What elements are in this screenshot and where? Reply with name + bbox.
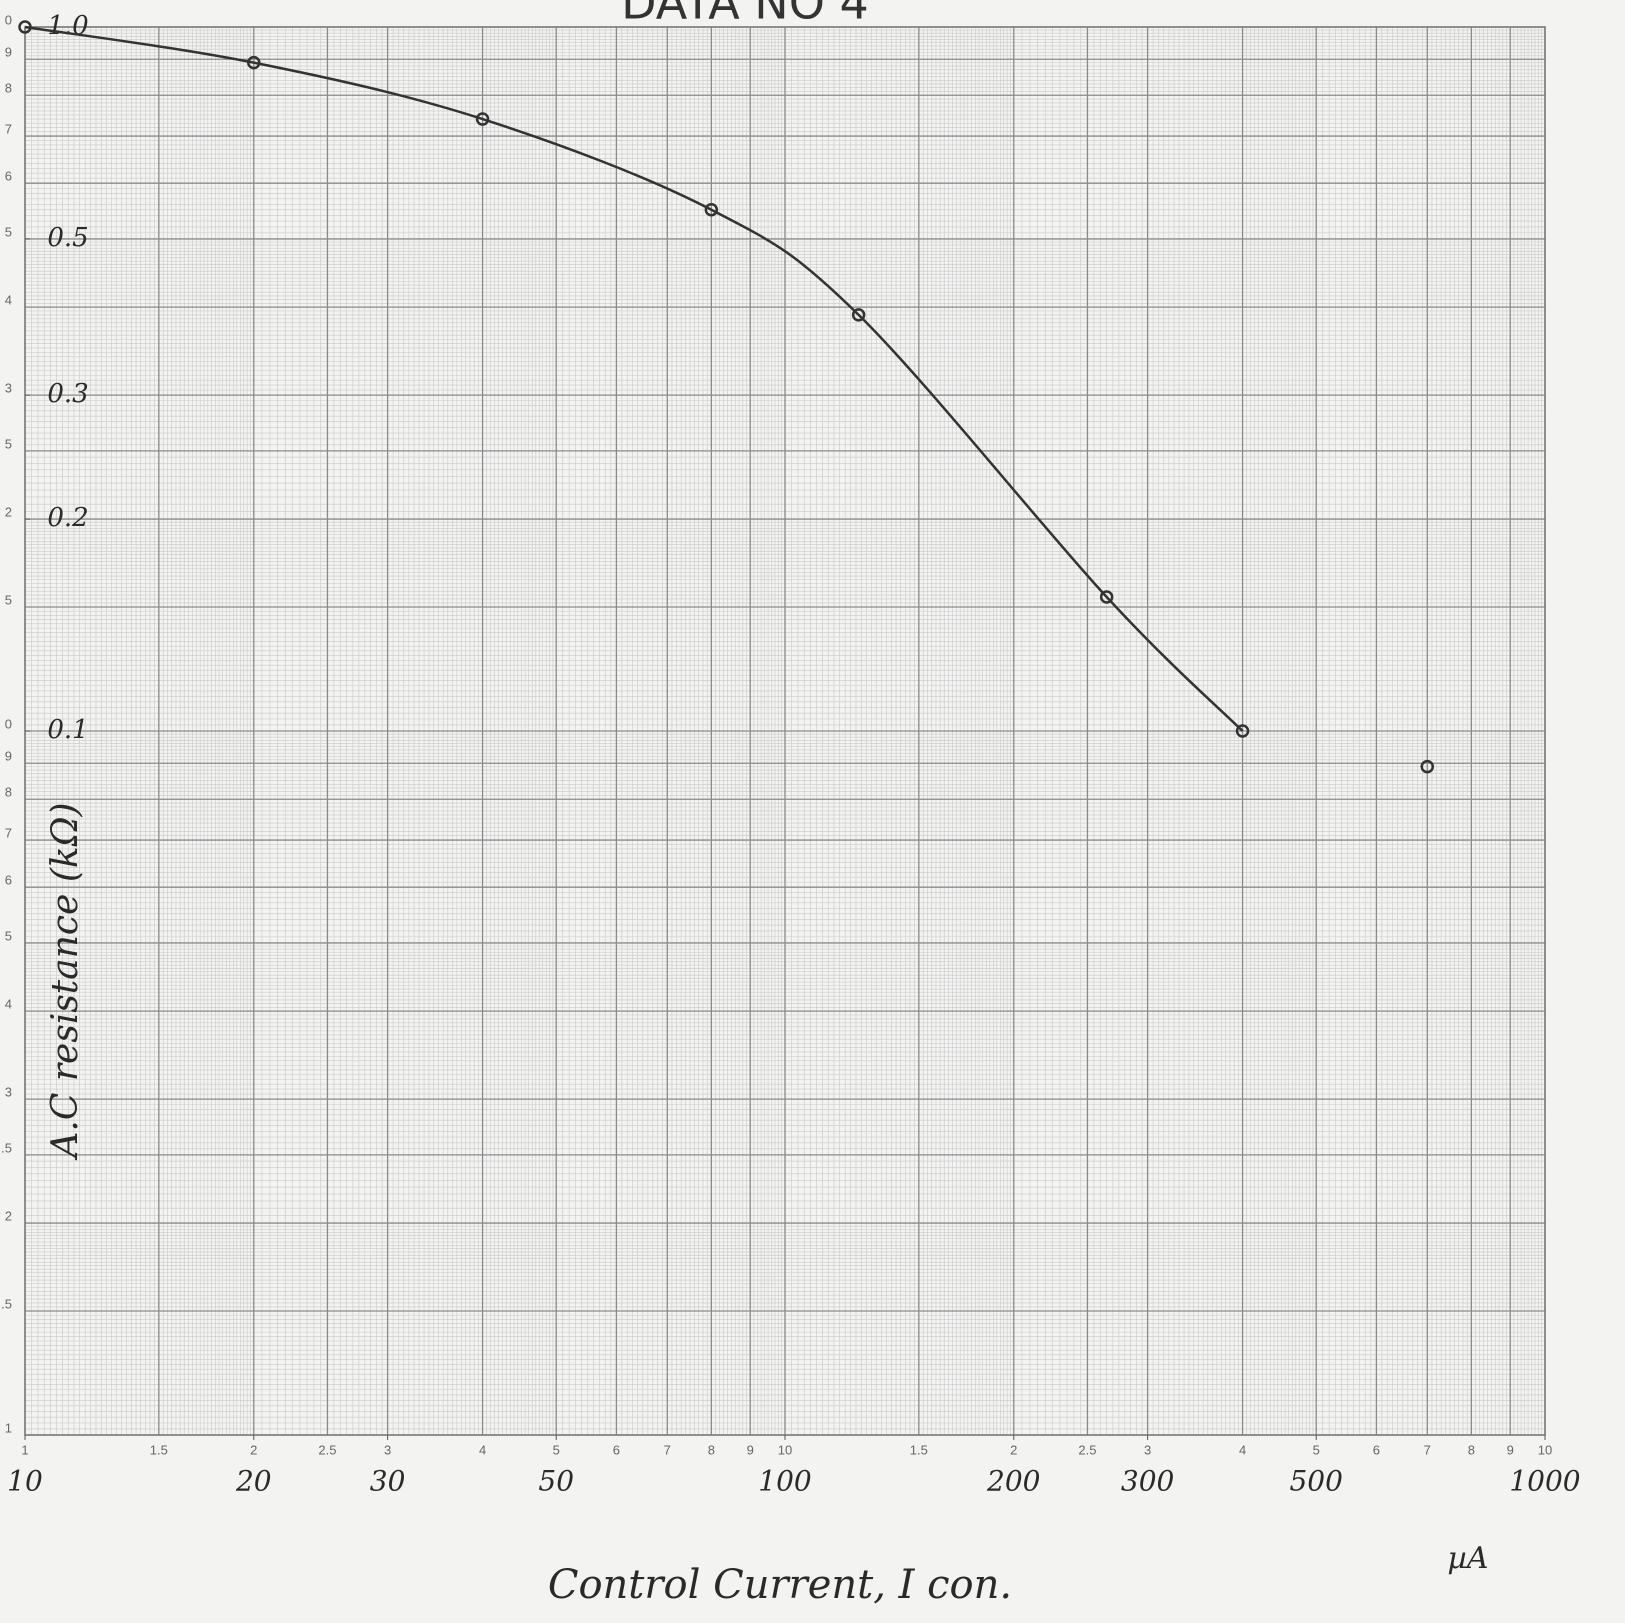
paper-y-label: 2 [5,505,12,520]
x-tick-label: 500 [1289,1465,1342,1498]
x-axis-label: Control Current, I con. [548,1562,1012,1608]
y-tick-label: 0.5 [47,223,88,253]
paper-x-label: 10 [1538,1442,1552,1457]
paper-x-label: 10 [778,1442,792,1457]
paper-y-label: 5 [5,224,12,239]
paper-y-label: .5 [1,1296,12,1311]
paper-y-label: 4 [5,293,12,308]
paper-y-label: 0 [5,12,12,27]
paper-x-label: 6 [1373,1442,1380,1457]
paper-y-label: 9 [5,749,12,764]
paper-x-label: 9 [1507,1442,1514,1457]
paper-y-label: 6 [5,169,12,184]
paper-x-label: 2.5 [1078,1442,1096,1457]
paper-x-label: 2.5 [318,1442,336,1457]
paper-x-label: 4 [479,1442,486,1457]
paper-x-label: 7 [1424,1442,1431,1457]
paper-y-label: 6 [5,873,12,888]
paper-y-label: .5 [1,1140,12,1155]
paper-x-label: 6 [613,1442,620,1457]
paper-y-label: 3 [5,381,12,396]
x-tick-label: 20 [235,1465,272,1498]
x-tick-label: 200 [986,1465,1040,1498]
fit-curve [24,25,1244,732]
y-tick-label: 0.3 [47,379,88,409]
paper-x-label: 5 [1313,1442,1320,1457]
x-tick-label: 50 [538,1465,574,1498]
x-tick-label: 1000 [1509,1465,1580,1498]
data-point [851,308,866,322]
data-point [1099,590,1114,604]
y-tick-label: 0.1 [47,715,88,745]
paper-y-label: 8 [5,785,12,800]
x-tick-label: 30 [370,1465,406,1498]
paper-y-label: 1 [5,1420,12,1435]
paper-x-label: 3 [384,1442,391,1457]
y-tick-label: 1.0 [47,11,88,41]
data-point [1235,724,1250,738]
paper-x-label: 2 [250,1442,257,1457]
paper-x-label: 8 [1468,1442,1475,1457]
paper-y-label: 5 [5,436,12,451]
paper-x-label: 4 [1239,1442,1246,1457]
paper-x-label: 2 [1010,1442,1017,1457]
paper-y-label: 7 [5,121,12,136]
paper-y-label: 5 [5,592,12,607]
x-tick-label: 300 [1121,1465,1174,1498]
paper-y-label: 2 [5,1209,12,1224]
chart-title: DATA NO 4 [621,0,869,30]
x-axis-unit: µA [1447,1541,1488,1576]
x-tick-label: 100 [758,1465,811,1498]
x-tick-label: 10 [7,1465,43,1498]
paper-x-label: 1.5 [150,1442,168,1457]
paper-y-label: 0 [5,716,12,731]
paper-y-label: 7 [5,825,12,840]
paper-x-label: 7 [664,1442,671,1457]
paper-y-label: 5 [5,928,12,943]
paper-x-label: 3 [1144,1442,1151,1457]
paper-x-label: 8 [708,1442,715,1457]
paper-x-label: 1.5 [910,1442,928,1457]
paper-y-label: 3 [5,1085,12,1100]
paper-y-label: 9 [5,45,12,60]
data-point [475,112,490,126]
paper-x-label: 9 [747,1442,754,1457]
paper-x-label: 1 [21,1442,28,1457]
data-point [1420,759,1435,774]
paper-x-label: 5 [553,1442,560,1457]
paper-grid [24,26,1546,1436]
data-point [704,203,719,217]
paper-y-label: 8 [5,81,12,96]
y-axis-label: A.C resistance (kΩ) [45,802,86,1160]
paper-y-label: 4 [5,997,12,1012]
y-tick-label: 0.2 [47,503,88,533]
